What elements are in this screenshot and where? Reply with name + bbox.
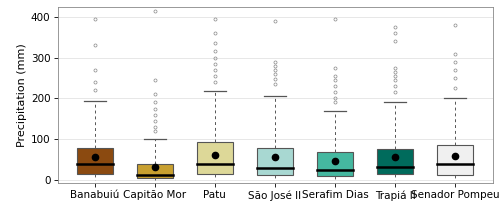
Bar [76, 148, 113, 174]
Bar [137, 164, 173, 178]
Bar [377, 149, 413, 174]
Bar [317, 152, 353, 176]
Y-axis label: Precipitation (mm): Precipitation (mm) [17, 43, 27, 147]
Bar [437, 145, 474, 175]
Bar [197, 142, 233, 174]
Bar [257, 148, 293, 175]
